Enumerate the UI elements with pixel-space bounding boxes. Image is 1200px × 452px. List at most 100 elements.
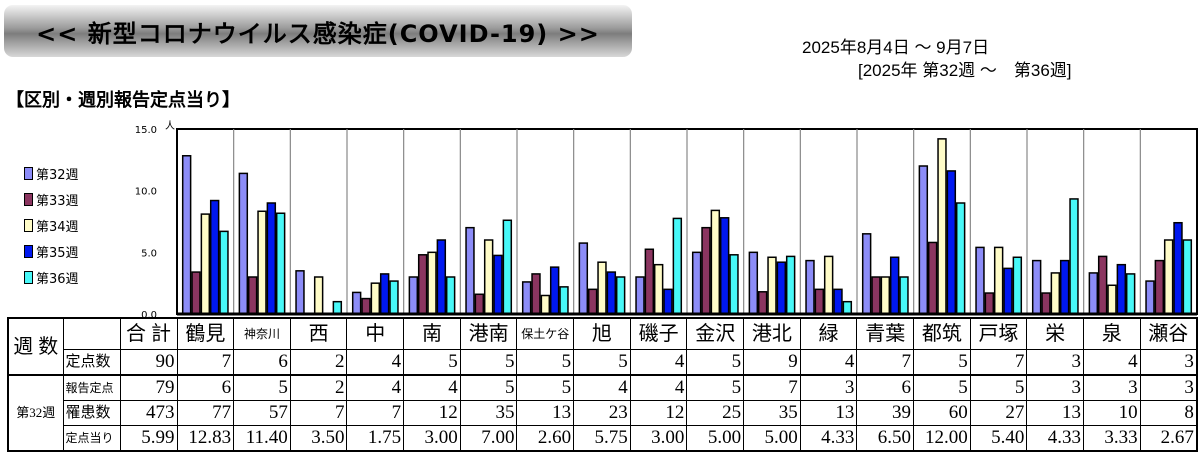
district-header: 金沢 [686, 317, 745, 350]
bar-第35週-鶴見 [209, 199, 220, 315]
table-cell: 6.50 [856, 425, 915, 452]
table-cell: 5 [233, 374, 291, 401]
total-cell: 5.99 [119, 425, 178, 452]
district-header: 瀬谷 [1139, 317, 1198, 350]
legend-label: 第32週 [36, 167, 79, 183]
table-cell: 12.83 [176, 425, 235, 452]
week-range: [2025年 第32週 ～ 第36週] [858, 61, 1072, 80]
table-cell: 4 [1083, 349, 1141, 376]
bar-第33週-泉 [1097, 255, 1108, 315]
total-cell: 473 [119, 400, 178, 426]
bar-第32週-鶴見 [181, 155, 192, 315]
bar-第36週-港南 [502, 219, 513, 315]
table-cell: 13 [516, 400, 575, 426]
bar-第36週-中 [389, 280, 399, 315]
table-cell: 27 [969, 400, 1028, 426]
bar-第35週-旭 [606, 271, 617, 315]
table-cell: 6 [233, 349, 291, 376]
y-tick-label: 10.0 [135, 187, 157, 198]
bar-第34週-戸塚 [993, 246, 1004, 315]
bar-第32週-西 [295, 270, 305, 315]
bar-第35週-神奈川 [266, 202, 277, 315]
table-cell: 13 [1026, 400, 1084, 426]
legend-label: 第34週 [36, 219, 79, 235]
row-label: 罹患数 [62, 400, 121, 426]
bar-第33週-南 [417, 254, 428, 315]
bar-第33週-金沢 [701, 226, 711, 315]
bar-第32週-港南 [465, 226, 475, 315]
table-cell: 4 [346, 349, 405, 376]
bar-第36週-南 [445, 276, 456, 315]
table-cell: 8 [1139, 400, 1198, 426]
table-cell: 77 [176, 400, 235, 426]
bar-第33週-港南 [474, 293, 485, 315]
table-cell: 5.00 [686, 425, 745, 452]
district-header: 青葉 [856, 317, 915, 350]
table-cell: 3.50 [289, 425, 348, 452]
bar-第36週-港北 [785, 255, 796, 315]
bar-第36週-磯子 [672, 217, 683, 315]
district-header: 港南 [459, 317, 518, 350]
bar-第34週-緑 [823, 255, 834, 315]
table-cell: 5 [686, 374, 745, 401]
bar-第36週-栄 [1069, 198, 1079, 315]
table-cell: 35 [459, 400, 518, 426]
bar-第33週-瀬谷 [1154, 259, 1165, 315]
bar-第35週-保土ケ谷 [549, 266, 560, 315]
table-cell: 5 [913, 374, 971, 401]
bar-第33週-旭 [587, 288, 598, 315]
table-cell: 3.33 [1083, 425, 1141, 452]
bar-第34週-泉 [1107, 284, 1117, 315]
table-cell: 7 [346, 400, 405, 426]
bar-第34週-都筑 [937, 138, 947, 315]
district-header: 保土ケ谷 [516, 317, 575, 350]
bar-第34週-港南 [483, 239, 494, 315]
bar-第32週-栄 [1031, 259, 1042, 315]
table-cell: 13 [799, 400, 858, 426]
table-cell: 5.00 [743, 425, 801, 452]
y-axis-unit: 人 [165, 120, 175, 132]
bar-第34週-神奈川 [257, 210, 267, 315]
district-header: 南 [403, 317, 461, 350]
table-cell: 3.00 [403, 425, 461, 452]
table-cell: 4 [403, 374, 461, 401]
legend-item: 第35週 [24, 238, 79, 264]
table-cell: 5.75 [573, 425, 631, 452]
bar-第36週-旭 [615, 276, 626, 315]
legend-swatch [24, 218, 33, 232]
bar-第32週-金沢 [691, 251, 702, 315]
bar-第34週-青葉 [880, 276, 891, 315]
legend-swatch [24, 166, 33, 180]
table-cell: 3 [1026, 349, 1084, 376]
bar-第34週-保土ケ谷 [540, 294, 551, 315]
data-table: 週 数 合 計鶴見 神奈川西中南港南 保土ケ谷旭磯子 金沢 港北緑青葉 都筑 戸塚栄泉瀬谷 定点… [7, 317, 1198, 452]
district-header: 磯子 [629, 317, 688, 350]
district-header: 鶴見 [176, 317, 235, 350]
total-cell: 79 [119, 374, 178, 401]
bar-第32週-保土ケ谷 [521, 281, 532, 315]
table-cell: 9 [743, 349, 801, 376]
table-cell: 3 [1083, 374, 1141, 401]
bar-第35週-金沢 [719, 217, 730, 315]
district-header: 戸塚 [969, 317, 1028, 350]
bar-chart: 0.0 5.0 10.0 15.0 人 [135, 120, 1198, 321]
table-corner: 週 数 [7, 317, 64, 376]
district-header: 中 [346, 317, 405, 350]
bar-第36週-瀬谷 [1182, 239, 1193, 315]
table-cell: 12 [403, 400, 461, 426]
table-cell: 5 [516, 349, 575, 376]
bar-第32週-港北 [748, 251, 759, 315]
bar-第33週-青葉 [871, 276, 881, 315]
table-cell: 10 [1083, 400, 1141, 426]
chart-legend: 第32週 第33週 第34週 第35週 第36週 [24, 160, 79, 290]
district-header: 旭 [573, 317, 631, 350]
table-cell: 1.75 [346, 425, 405, 452]
bar-第32週-戸塚 [975, 246, 985, 315]
row-label: 定点当り [62, 425, 121, 452]
table-cell: 11.40 [233, 425, 291, 452]
bar-第33週-保土ケ谷 [531, 273, 541, 315]
bar-第33週-港北 [757, 291, 768, 315]
legend-item: 第34週 [24, 212, 79, 238]
table-cell: 5.40 [969, 425, 1028, 452]
bar-第34週-栄 [1050, 272, 1061, 315]
